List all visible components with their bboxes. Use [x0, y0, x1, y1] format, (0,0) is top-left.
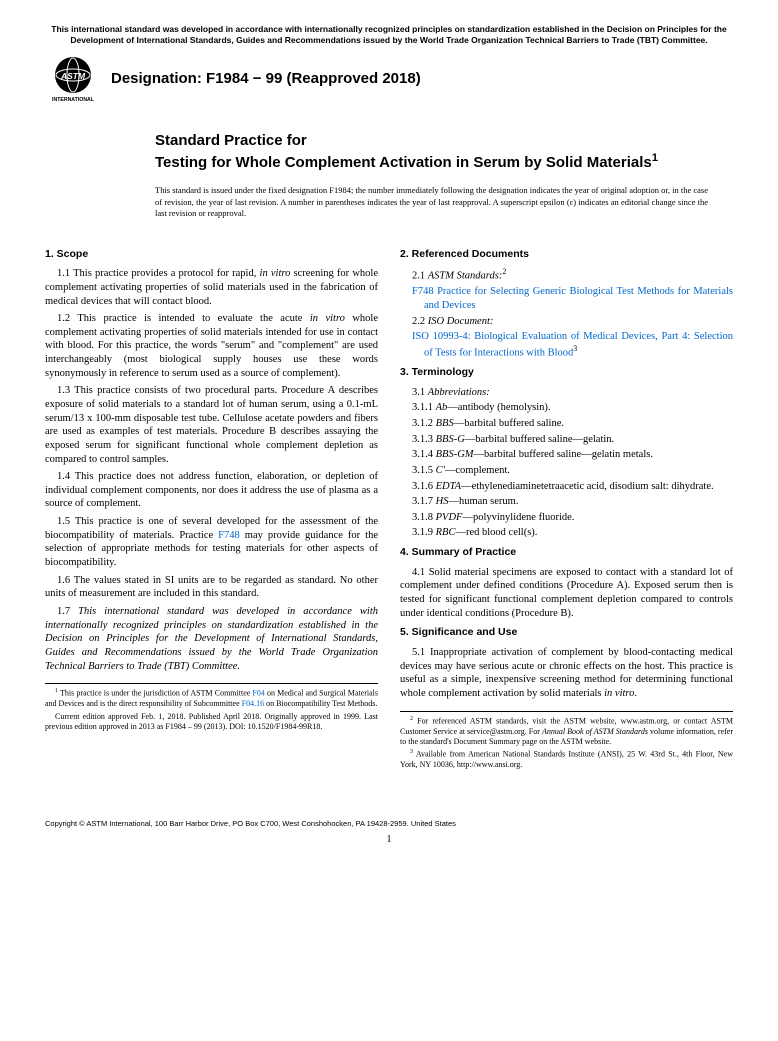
footnote-1b: Current edition approved Feb. 1, 2018. P…: [45, 712, 378, 733]
para-1-7: 1.7 This international standard was deve…: [45, 605, 378, 673]
logo-text: INTERNATIONAL: [52, 97, 95, 103]
header-row: ASTM INTERNATIONAL Designation: F1984 − …: [45, 55, 733, 103]
link-f04[interactable]: F04: [252, 689, 264, 698]
para-1-1: 1.1 This practice provides a protocol fo…: [45, 267, 378, 308]
top-notice: This international standard was develope…: [45, 24, 733, 47]
svg-text:ASTM: ASTM: [60, 71, 86, 81]
term-1: 3.1.1 Ab—antibody (hemolysin).: [400, 401, 733, 415]
term-5: 3.1.5 C'—complement.: [400, 464, 733, 478]
term-6: 3.1.6 EDTA—ethylenediaminetetraacetic ac…: [400, 480, 733, 494]
designation: Designation: F1984 − 99 (Reapproved 2018…: [111, 69, 421, 89]
page: This international standard was develope…: [0, 0, 778, 866]
para-4-1: 4.1 Solid material specimens are exposed…: [400, 566, 733, 621]
significance-head: 5. Significance and Use: [400, 626, 733, 640]
issue-note: This standard is issued under the fixed …: [155, 185, 708, 219]
link-ref-f748[interactable]: F748: [412, 286, 434, 297]
term-8: 3.1.8 PVDF—polyvinylidene fluoride.: [400, 511, 733, 525]
title-sup: 1: [652, 152, 658, 164]
ref-iso: ISO 10993-4: Biological Evaluation of Me…: [400, 330, 733, 360]
para-1-4: 1.4 This practice does not address funct…: [45, 470, 378, 511]
terminology-head: 3. Terminology: [400, 366, 733, 380]
term-9: 3.1.9 RBC—red blood cell(s).: [400, 526, 733, 540]
right-column: 2. Referenced Documents 2.1 ASTM Standar…: [400, 242, 733, 773]
title-text: Testing for Whole Complement Activation …: [155, 154, 652, 171]
scope-head: 1. Scope: [45, 248, 378, 262]
footnote-1: 1 This practice is under the jurisdictio…: [45, 688, 378, 709]
para-3-1: 3.1 Abbreviations:: [400, 386, 733, 400]
para-1-6: 1.6 The values stated in SI units are to…: [45, 574, 378, 601]
term-4: 3.1.4 BBS-GM—barbital buffered saline—ge…: [400, 448, 733, 462]
para-2-1: 2.1 ASTM Standards:2: [400, 267, 733, 283]
left-column: 1. Scope 1.1 This practice provides a pr…: [45, 242, 378, 773]
title-block: Standard Practice for Testing for Whole …: [155, 131, 708, 220]
title-main: Testing for Whole Complement Activation …: [155, 151, 708, 173]
right-footnotes: 2 For referenced ASTM standards, visit t…: [400, 711, 733, 771]
astm-logo: ASTM INTERNATIONAL: [45, 55, 101, 103]
left-footnotes: 1 This practice is under the jurisdictio…: [45, 683, 378, 732]
title-pre: Standard Practice for: [155, 131, 708, 151]
page-number: 1: [45, 833, 733, 846]
para-1-2: 1.2 This practice is intended to evaluat…: [45, 312, 378, 380]
footnote-3: 3 Available from American National Stand…: [400, 749, 733, 770]
refdocs-head: 2. Referenced Documents: [400, 248, 733, 262]
para-1-5: 1.5 This practice is one of several deve…: [45, 515, 378, 570]
link-f0416[interactable]: F04.16: [242, 699, 264, 708]
link-ref-iso[interactable]: ISO 10993-4:: [412, 331, 474, 342]
summary-head: 4. Summary of Practice: [400, 546, 733, 560]
columns: 1. Scope 1.1 This practice provides a pr…: [45, 242, 733, 773]
para-1-3: 1.3 This practice consists of two proced…: [45, 384, 378, 466]
link-f748[interactable]: F748: [218, 530, 240, 541]
footnote-2: 2 For referenced ASTM standards, visit t…: [400, 716, 733, 748]
term-7: 3.1.7 HS—human serum.: [400, 495, 733, 509]
term-2: 3.1.2 BBS—barbital buffered saline.: [400, 417, 733, 431]
para-2-2: 2.2 ISO Document:: [400, 315, 733, 329]
term-3: 3.1.3 BBS-G—barbital buffered saline—gel…: [400, 433, 733, 447]
ref-f748: F748 Practice for Selecting Generic Biol…: [400, 285, 733, 312]
copyright: Copyright © ASTM International, 100 Barr…: [45, 819, 733, 829]
para-5-1: 5.1 Inappropriate activation of compleme…: [400, 646, 733, 701]
